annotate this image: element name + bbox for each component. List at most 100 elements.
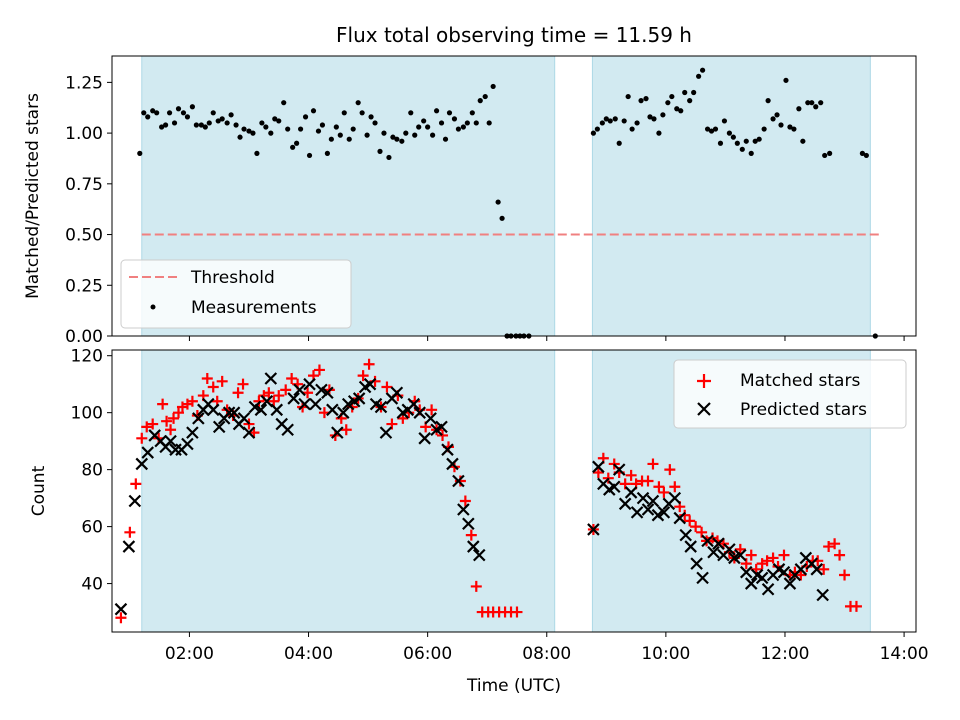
predicted-star-point <box>418 432 431 445</box>
measurement-point <box>752 138 758 144</box>
measurement-point <box>341 110 347 116</box>
predicted-star-point <box>723 543 736 556</box>
predicted-star-point <box>122 540 136 553</box>
bottom-panel: 40 60 80 100 120 02:00 04:00 06:00 08:00 10:00 12… <box>29 347 929 696</box>
predicted-star-point <box>164 434 177 448</box>
y-tick-label: 40 <box>81 575 103 595</box>
top-legend: Threshold Measurements <box>120 259 352 329</box>
matched-star-point <box>684 515 696 527</box>
matched-star-point <box>207 381 219 393</box>
measurement-point <box>394 136 400 142</box>
predicted-star-point <box>424 412 437 425</box>
predicted-star-point <box>777 565 791 579</box>
legend-threshold-label: Threshold <box>190 268 275 288</box>
matched-star-point <box>186 395 198 407</box>
predicted-star-point <box>321 386 334 400</box>
measurement-point <box>175 106 182 112</box>
measurement-point <box>638 98 644 104</box>
predicted-star-point <box>472 548 486 562</box>
measurement-point <box>377 148 383 154</box>
predicted-star-point <box>810 563 824 576</box>
bottom-legend: Matched stars Predicted stars <box>673 359 907 429</box>
measurement-point <box>302 114 309 120</box>
matched-star-point <box>165 424 177 436</box>
measurement-point <box>246 128 252 134</box>
predicted-star-point <box>309 397 322 411</box>
predicted-star-point <box>254 403 268 417</box>
matched-star-point <box>340 424 352 436</box>
measurement-point <box>756 136 762 142</box>
matched-star-point <box>357 370 369 382</box>
measurement-point <box>285 126 291 132</box>
matched-star-point <box>829 538 841 550</box>
y-tick-label: 100 <box>71 404 103 424</box>
measurement-point <box>425 124 431 130</box>
predicted-star-point <box>636 491 650 505</box>
predicted-star-point <box>668 491 682 505</box>
measurement-point <box>734 140 740 146</box>
predicted-star-point <box>618 497 632 511</box>
measurement-point <box>477 98 483 104</box>
matched-star-point <box>658 486 670 498</box>
predicted-star-point <box>135 457 149 471</box>
measurement-point <box>346 136 352 142</box>
measurement-point <box>774 112 780 118</box>
predicted-star-point <box>281 423 294 437</box>
predicted-star-point <box>592 460 605 474</box>
matched-star-point <box>161 415 173 427</box>
predicted-star-point <box>657 506 671 519</box>
matched-star-point <box>459 495 471 507</box>
predicted-star-point <box>701 534 714 548</box>
matched-star-point <box>232 387 244 399</box>
predicted-star-point <box>696 571 709 585</box>
measurement-point <box>634 120 640 126</box>
y-tick-label: 0.25 <box>65 276 103 296</box>
measurement-point <box>721 118 728 124</box>
x-tick-label: 12:00 <box>760 644 809 664</box>
measurement-point <box>163 122 169 128</box>
measurement-point <box>778 122 784 128</box>
measurement-point <box>451 116 458 122</box>
measurement-point <box>656 130 662 136</box>
measurement-point <box>403 130 409 136</box>
measurement-point <box>696 73 702 79</box>
predicted-star-point <box>607 480 621 494</box>
top-y-axis-label: Matched/Predicted stars <box>23 93 43 299</box>
matched-star-point <box>625 469 637 481</box>
measurement-point <box>319 122 326 128</box>
legend-predicted-label: Predicted stars <box>740 400 867 420</box>
predicted-star-point <box>264 372 278 385</box>
predicted-star-point <box>336 406 350 419</box>
y-tick-label: 80 <box>81 461 103 481</box>
measurement-point <box>800 138 806 144</box>
matched-star-point <box>761 555 773 567</box>
measurement-point <box>682 89 688 96</box>
measurement-point <box>464 120 470 126</box>
matched-star-point <box>381 381 393 393</box>
matched-star-point <box>437 429 449 441</box>
measurement-point <box>290 144 296 150</box>
x-tick-label: 08:00 <box>522 644 571 664</box>
measurement-point <box>665 100 671 106</box>
predicted-star-point <box>206 403 220 417</box>
predicted-star-point <box>641 503 655 516</box>
measurement-point <box>625 93 631 100</box>
legend-measurements-label: Measurements <box>191 298 317 318</box>
matched-star-point <box>173 407 185 419</box>
predicted-star-point <box>242 426 256 439</box>
measurement-point <box>629 126 635 132</box>
measurement-point <box>748 150 754 156</box>
measurement-point <box>250 130 256 136</box>
matched-star-point <box>286 372 298 384</box>
predicted-star-point <box>293 383 306 397</box>
measurement-point <box>166 110 173 116</box>
matched-star-point <box>823 541 835 553</box>
measurement-point <box>669 93 675 100</box>
predicted-star-point <box>352 392 366 405</box>
predicted-star-point <box>744 577 758 590</box>
predicted-star-point <box>326 403 339 417</box>
matched-star-point <box>664 464 676 476</box>
measurement-point <box>730 134 736 140</box>
matched-star-point <box>669 481 681 493</box>
measurement-point <box>254 150 260 156</box>
